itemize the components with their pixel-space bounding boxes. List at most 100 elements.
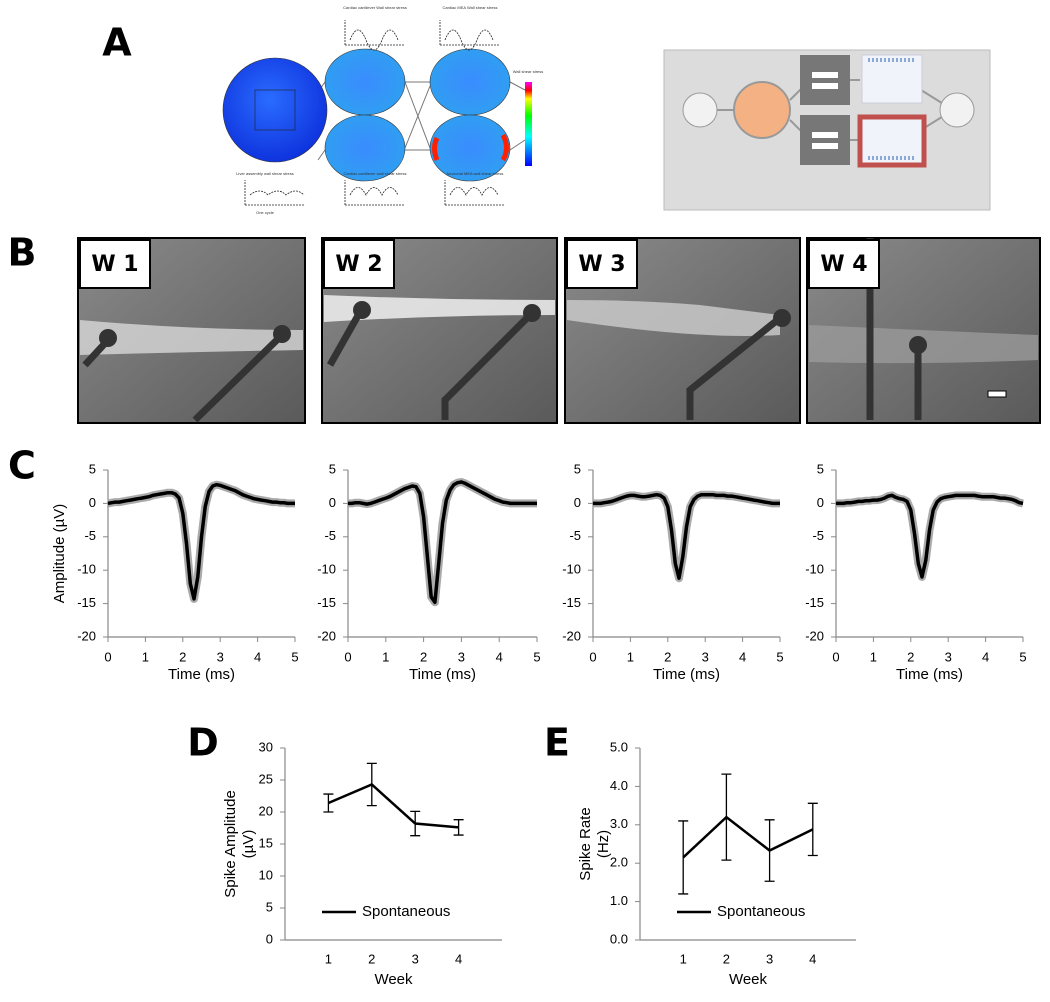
mini-note: One cycle <box>256 210 275 215</box>
panel-label: B <box>8 231 37 275</box>
chamber <box>429 114 511 182</box>
tissue <box>80 320 303 355</box>
error-bar <box>764 819 775 882</box>
electrode <box>353 301 371 319</box>
tissue <box>567 300 780 336</box>
electrode <box>909 336 927 354</box>
port <box>939 92 975 128</box>
y-tick-label: 15 <box>259 835 273 850</box>
x-tick-label: 3 <box>458 649 465 664</box>
x-axis-label: Time (ms) <box>409 666 476 683</box>
y-tick-label: 4.0 <box>610 778 628 793</box>
x-axis-label: Time (ms) <box>653 666 720 683</box>
x-tick-label: 3 <box>412 951 419 966</box>
waveform <box>836 493 1024 579</box>
x-tick-label: 2 <box>420 649 427 664</box>
error-bar <box>323 793 334 813</box>
x-tick-label: 0 <box>832 649 839 664</box>
electrode <box>99 329 117 347</box>
y-axis-label: (µV) <box>240 830 257 859</box>
panel-label: C <box>8 444 36 488</box>
y-tick-label: -20 <box>77 628 96 643</box>
x-tick-label: 5 <box>1019 649 1026 664</box>
error-bar <box>807 802 818 857</box>
device-schematic <box>663 49 991 211</box>
label-box <box>79 239 151 289</box>
x-tick-label: 1 <box>382 649 389 664</box>
y-axis-label: (Hz) <box>595 830 612 858</box>
micrographs: W 1 W 2 W 3 W 4 <box>77 237 1041 424</box>
chamber-outline <box>254 89 296 131</box>
x-axis-label: Week <box>729 971 768 988</box>
y-tick-label: -10 <box>562 562 581 577</box>
y-tick-label: 5 <box>89 461 96 476</box>
x-tick-label: 2 <box>368 951 375 966</box>
y-tick-label: -10 <box>317 562 336 577</box>
y-tick-label: -20 <box>317 628 336 643</box>
chamber <box>222 57 328 163</box>
y-tick-label: 5 <box>329 461 336 476</box>
x-tick-label: 2 <box>723 951 730 966</box>
x-tick-label: 4 <box>496 649 503 664</box>
chamber <box>324 114 406 182</box>
week-label: W 4 <box>820 252 867 277</box>
x-tick-label: 4 <box>739 649 746 664</box>
y-tick-label: 5 <box>574 461 581 476</box>
x-tick-label: 1 <box>142 649 149 664</box>
x-tick-label: 1 <box>680 951 687 966</box>
mini-title: Cardiac cantilever Wall shear stress <box>343 5 407 10</box>
week-label: W 2 <box>335 252 382 277</box>
y-tick-label: 20 <box>259 803 273 818</box>
x-tick-label: 4 <box>455 951 462 966</box>
x-tick-label: 5 <box>291 649 298 664</box>
y-tick-label: 0 <box>89 495 96 510</box>
x-tick-label: 4 <box>982 649 989 664</box>
waveform <box>348 480 537 605</box>
chamber <box>324 48 406 116</box>
port <box>682 92 718 128</box>
waveform <box>593 492 780 580</box>
x-tick-label: 0 <box>589 649 596 664</box>
label-box <box>808 239 880 289</box>
waveform <box>107 482 295 601</box>
electrode <box>273 325 291 343</box>
cantilever <box>800 115 850 165</box>
y-tick-label: -5 <box>812 528 824 543</box>
y-tick-label: 5.0 <box>610 739 628 754</box>
electrode <box>523 304 541 322</box>
y-tick-label: 0 <box>574 495 581 510</box>
x-axis-label: Week <box>374 971 413 988</box>
y-tick-label: -15 <box>805 595 824 610</box>
line <box>682 815 814 859</box>
bar <box>812 83 838 89</box>
mini-plots <box>244 20 505 206</box>
x-tick-label: 4 <box>809 951 816 966</box>
x-tick-label: 3 <box>702 649 709 664</box>
x-tick-label: 5 <box>776 649 783 664</box>
mini-title: Liver assembly wall shear stress <box>236 171 294 176</box>
week-label: W 1 <box>91 252 138 277</box>
colorbar <box>525 82 532 166</box>
panel-label: D <box>187 721 219 765</box>
y-tick-label: 0 <box>329 495 336 510</box>
y-tick-label: -10 <box>805 562 824 577</box>
y-axis-label: Spike Rate <box>577 807 594 880</box>
x-tick-label: 3 <box>217 649 224 664</box>
x-tick-label: 5 <box>533 649 540 664</box>
y-axis-label: Spike Amplitude <box>222 790 239 898</box>
y-tick-label: 0 <box>817 495 824 510</box>
x-tick-label: 3 <box>766 951 773 966</box>
y-tick-label: -20 <box>562 628 581 643</box>
label-box <box>566 239 638 289</box>
y-tick-label: -10 <box>77 562 96 577</box>
x-tick-label: 2 <box>907 649 914 664</box>
y-tick-label: 0.0 <box>610 931 628 946</box>
y-tick-label: 1.0 <box>610 893 628 908</box>
legend-label: Spontaneous <box>362 903 450 920</box>
mini-title: Cardiac cantilever wall shear stress <box>344 171 407 176</box>
electrode <box>773 309 791 327</box>
chamber <box>429 48 511 116</box>
simulation: Wall shear stress Cardiac cantilever Wal… <box>222 5 543 215</box>
bar <box>812 72 838 78</box>
y-tick-label: -15 <box>77 595 96 610</box>
